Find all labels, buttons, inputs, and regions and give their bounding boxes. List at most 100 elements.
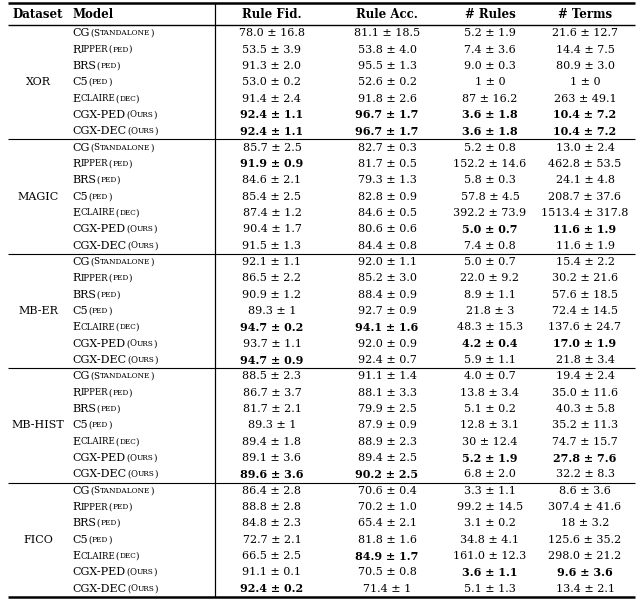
Text: ): ) bbox=[129, 159, 132, 168]
Text: 30 ± 12.4: 30 ± 12.4 bbox=[462, 437, 518, 447]
Text: 9.0 ± 0.3: 9.0 ± 0.3 bbox=[464, 61, 516, 71]
Text: 70.5 ± 0.8: 70.5 ± 0.8 bbox=[358, 567, 417, 578]
Text: 90.2 ± 2.5: 90.2 ± 2.5 bbox=[355, 469, 419, 480]
Text: URS: URS bbox=[138, 127, 154, 135]
Text: ): ) bbox=[136, 323, 140, 332]
Text: 6.8 ± 2.0: 6.8 ± 2.0 bbox=[464, 469, 516, 480]
Text: S: S bbox=[93, 486, 100, 495]
Text: ): ) bbox=[154, 241, 157, 250]
Text: TANDALONE: TANDALONE bbox=[100, 373, 150, 380]
Text: 3.6 ± 1.8: 3.6 ± 1.8 bbox=[462, 126, 518, 137]
Text: (: ( bbox=[88, 535, 92, 545]
Text: 94.1 ± 1.6: 94.1 ± 1.6 bbox=[355, 322, 419, 333]
Text: S: S bbox=[93, 29, 100, 38]
Text: (: ( bbox=[127, 470, 131, 479]
Text: (: ( bbox=[88, 78, 92, 87]
Text: 92.0 ± 0.9: 92.0 ± 0.9 bbox=[358, 339, 417, 349]
Text: ): ) bbox=[154, 470, 157, 479]
Text: 95.5 ± 1.3: 95.5 ± 1.3 bbox=[358, 61, 417, 71]
Text: ): ) bbox=[116, 175, 120, 185]
Text: 91.4 ± 2.4: 91.4 ± 2.4 bbox=[243, 94, 301, 103]
Text: 137.6 ± 24.7: 137.6 ± 24.7 bbox=[548, 322, 621, 332]
Text: 92.7 ± 0.9: 92.7 ± 0.9 bbox=[358, 306, 417, 316]
Text: 14.4 ± 7.5: 14.4 ± 7.5 bbox=[556, 44, 614, 55]
Text: 90.9 ± 1.2: 90.9 ± 1.2 bbox=[243, 290, 301, 300]
Text: 89.3 ± 1: 89.3 ± 1 bbox=[248, 306, 296, 316]
Text: 71.4 ± 1: 71.4 ± 1 bbox=[363, 584, 411, 594]
Text: 65.4 ± 2.1: 65.4 ± 2.1 bbox=[358, 519, 417, 528]
Text: ): ) bbox=[154, 584, 157, 593]
Text: (: ( bbox=[126, 568, 129, 577]
Text: 57.6 ± 18.5: 57.6 ± 18.5 bbox=[552, 290, 618, 300]
Text: 81.8 ± 1.6: 81.8 ± 1.6 bbox=[358, 535, 417, 545]
Text: URS: URS bbox=[138, 585, 154, 593]
Text: 15.4 ± 2.2: 15.4 ± 2.2 bbox=[556, 257, 614, 267]
Text: Model: Model bbox=[72, 7, 113, 20]
Text: 4.2 ± 0.4: 4.2 ± 0.4 bbox=[462, 338, 518, 349]
Text: 57.8 ± 4.5: 57.8 ± 4.5 bbox=[461, 192, 520, 201]
Text: R: R bbox=[72, 44, 80, 55]
Text: E: E bbox=[72, 208, 80, 218]
Text: 30.2 ± 21.6: 30.2 ± 21.6 bbox=[552, 273, 618, 283]
Text: CGX-DEC: CGX-DEC bbox=[72, 126, 126, 136]
Text: 208.7 ± 37.6: 208.7 ± 37.6 bbox=[548, 192, 621, 201]
Text: 85.2 ± 3.0: 85.2 ± 3.0 bbox=[358, 273, 417, 283]
Text: ): ) bbox=[136, 94, 140, 103]
Text: 74.7 ± 15.7: 74.7 ± 15.7 bbox=[552, 437, 618, 447]
Text: 5.2 ± 1.9: 5.2 ± 1.9 bbox=[462, 453, 518, 463]
Text: (: ( bbox=[97, 61, 100, 70]
Text: ): ) bbox=[136, 552, 140, 561]
Text: CLAIRE: CLAIRE bbox=[80, 323, 115, 332]
Text: Rule Fid.: Rule Fid. bbox=[242, 7, 302, 20]
Text: 462.8 ± 53.5: 462.8 ± 53.5 bbox=[548, 159, 621, 169]
Text: 7.4 ± 3.6: 7.4 ± 3.6 bbox=[464, 44, 516, 55]
Text: ): ) bbox=[153, 339, 157, 348]
Text: IPPER: IPPER bbox=[80, 45, 108, 54]
Text: C5: C5 bbox=[72, 306, 88, 316]
Text: BRS: BRS bbox=[72, 290, 96, 300]
Text: 4.0 ± 0.7: 4.0 ± 0.7 bbox=[464, 371, 516, 382]
Text: PED: PED bbox=[112, 503, 129, 511]
Text: O: O bbox=[129, 568, 136, 577]
Text: 17.0 ± 1.9: 17.0 ± 1.9 bbox=[554, 338, 616, 349]
Text: DEC: DEC bbox=[119, 323, 136, 331]
Text: CGX-DEC: CGX-DEC bbox=[72, 584, 126, 594]
Text: 10.4 ± 7.2: 10.4 ± 7.2 bbox=[554, 126, 616, 137]
Text: 5.0 ± 0.7: 5.0 ± 0.7 bbox=[462, 224, 518, 235]
Text: 3.1 ± 0.2: 3.1 ± 0.2 bbox=[464, 519, 516, 528]
Text: 82.8 ± 0.9: 82.8 ± 0.9 bbox=[358, 192, 417, 201]
Text: 21.8 ± 3: 21.8 ± 3 bbox=[466, 306, 514, 316]
Text: 263 ± 49.1: 263 ± 49.1 bbox=[554, 94, 616, 103]
Text: 70.2 ± 1.0: 70.2 ± 1.0 bbox=[358, 502, 417, 512]
Text: 13.8 ± 3.4: 13.8 ± 3.4 bbox=[461, 388, 520, 398]
Text: URS: URS bbox=[138, 356, 154, 364]
Text: 10.4 ± 7.2: 10.4 ± 7.2 bbox=[554, 109, 616, 120]
Text: O: O bbox=[129, 111, 136, 120]
Text: 78.0 ± 16.8: 78.0 ± 16.8 bbox=[239, 28, 305, 38]
Text: O: O bbox=[129, 339, 136, 348]
Text: PED: PED bbox=[92, 78, 108, 86]
Text: (: ( bbox=[90, 486, 93, 495]
Text: (: ( bbox=[116, 94, 119, 103]
Text: (: ( bbox=[97, 404, 100, 413]
Text: 92.4 ± 1.1: 92.4 ± 1.1 bbox=[241, 126, 303, 137]
Text: (: ( bbox=[127, 127, 131, 136]
Text: 92.0 ± 1.1: 92.0 ± 1.1 bbox=[358, 257, 417, 267]
Text: (: ( bbox=[116, 552, 119, 561]
Text: (: ( bbox=[126, 111, 129, 120]
Text: PED: PED bbox=[100, 291, 116, 299]
Text: 92.4 ± 0.7: 92.4 ± 0.7 bbox=[358, 355, 417, 365]
Text: CG: CG bbox=[72, 28, 90, 38]
Text: 81.7 ± 2.1: 81.7 ± 2.1 bbox=[243, 404, 301, 414]
Text: CGX-PED: CGX-PED bbox=[72, 453, 125, 463]
Text: 85.7 ± 2.5: 85.7 ± 2.5 bbox=[243, 142, 301, 153]
Text: 9.6 ± 3.6: 9.6 ± 3.6 bbox=[557, 567, 613, 578]
Text: (: ( bbox=[90, 29, 93, 38]
Text: S: S bbox=[93, 143, 100, 152]
Text: (: ( bbox=[109, 159, 112, 168]
Text: BRS: BRS bbox=[72, 61, 96, 71]
Text: 5.9 ± 1.1: 5.9 ± 1.1 bbox=[464, 355, 516, 365]
Text: ): ) bbox=[129, 388, 132, 397]
Text: 27.8 ± 7.6: 27.8 ± 7.6 bbox=[554, 453, 617, 463]
Text: Rule Acc.: Rule Acc. bbox=[356, 7, 418, 20]
